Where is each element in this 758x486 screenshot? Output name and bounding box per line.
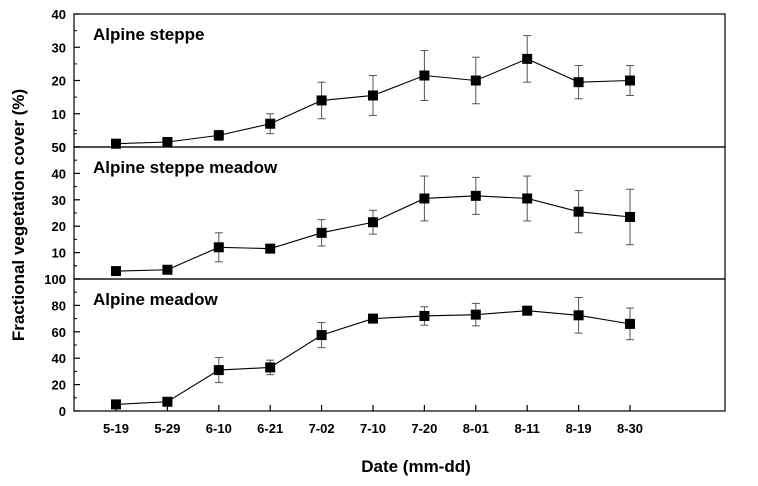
data-point (265, 362, 276, 373)
data-point (162, 137, 173, 148)
panel-title: Alpine steppe meadow (93, 158, 278, 177)
y-tick-label: 60 (52, 325, 66, 340)
y-tick-label: 50 (52, 140, 66, 155)
x-tick-label: 6-21 (257, 421, 283, 436)
y-tick-label: 80 (52, 298, 66, 313)
y-tick-label: 20 (52, 74, 66, 89)
data-point (265, 243, 276, 254)
x-axis: 5-19 5-29 6-10 6-21 7-02 7-10 7-20 8-01 8-11 8-19… (103, 405, 643, 436)
data-point (419, 70, 430, 81)
y-axis-title: Fractional vegetation cover (%) (9, 89, 28, 341)
panel-title: Alpine steppe (93, 25, 204, 44)
y-tick-label: 40 (52, 166, 66, 181)
data-point (470, 309, 481, 320)
panel-3: Alpine meadow 0 20 40 60 80 100 (44, 265, 726, 419)
data-point (573, 206, 584, 217)
y-tick-label: 0 (59, 140, 66, 155)
x-tick-label: 8-01 (463, 421, 489, 436)
data-point (522, 53, 533, 64)
data-point (419, 193, 430, 204)
y-tick-label: 100 (44, 272, 66, 287)
y-tick-label: 10 (52, 246, 66, 261)
y-tick-label: 30 (52, 193, 66, 208)
data-point (162, 264, 173, 275)
x-tick-label: 8-30 (617, 421, 643, 436)
data-point (573, 310, 584, 321)
panel-title: Alpine meadow (93, 290, 218, 309)
data-point (111, 399, 121, 410)
data-point (213, 130, 224, 141)
y-tick-label: 40 (52, 351, 66, 366)
x-tick-label: 6-10 (206, 421, 232, 436)
y-tick-label: 20 (52, 219, 66, 234)
panel-2: Alpine steppe meadow 0 10 20 30 40 50 (52, 133, 726, 287)
x-tick-label: 7-20 (411, 421, 437, 436)
x-tick-label: 7-02 (309, 421, 335, 436)
data-point (368, 313, 378, 324)
data-point (265, 118, 276, 129)
data-point (316, 227, 327, 238)
data-point (368, 217, 378, 228)
data-point (111, 266, 121, 277)
x-tick-label: 8-11 (515, 421, 540, 436)
panel-1: Alpine steppe 0 10 20 30 40 (52, 7, 726, 155)
y-tick-label: 40 (52, 7, 66, 22)
data-point (522, 193, 533, 204)
data-point (470, 75, 481, 86)
x-tick-label: 7-10 (360, 421, 386, 436)
y-tick-label: 0 (59, 404, 66, 419)
series-line (115, 310, 631, 405)
data-point (625, 211, 635, 222)
y-tick-label: 10 (52, 107, 66, 122)
y-tick-label: 30 (52, 40, 66, 55)
data-point (316, 330, 327, 341)
data-point (162, 396, 173, 407)
data-point (213, 365, 224, 376)
data-point (470, 190, 481, 201)
data-point (625, 318, 635, 329)
data-point (316, 95, 327, 106)
y-tick-label: 20 (52, 378, 66, 393)
data-point (111, 138, 121, 149)
y-tick-label: 0 (59, 272, 66, 287)
x-tick-label: 5-19 (103, 421, 129, 436)
data-point (522, 305, 533, 316)
data-point (625, 75, 635, 86)
x-tick-label: 8-19 (566, 421, 592, 436)
x-tick-label: 5-29 (154, 421, 180, 436)
data-point (419, 310, 430, 321)
data-point (368, 90, 378, 101)
data-point (213, 242, 224, 253)
data-point (573, 77, 584, 88)
x-axis-title: Date (mm-dd) (361, 457, 471, 476)
